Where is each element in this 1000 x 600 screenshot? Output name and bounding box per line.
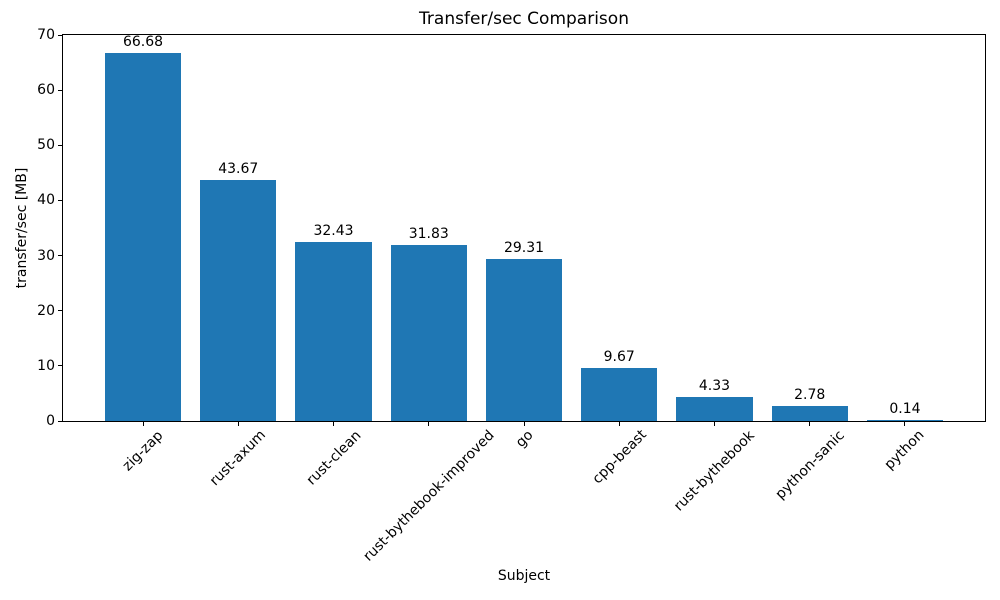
y-tick-label: 10 [37,357,55,374]
y-tick-mark [58,89,62,91]
bar [390,245,467,421]
y-tick-mark [58,310,62,312]
bar-value-label: 43.67 [218,161,259,178]
bar-value-label: 29.31 [503,240,545,257]
y-axis-label: transfer/sec [MB] [14,167,30,289]
bar-value-label: 9.67 [603,348,635,365]
y-tick-label: 70 [37,27,55,43]
bar [676,397,753,421]
y-tick-mark [58,255,62,257]
x-tick-mark [618,422,620,426]
x-tick-label: cpp-beast [589,427,650,488]
x-tick-label: python-sanic [772,427,848,503]
y-tick-mark [58,199,62,201]
bar [104,53,182,421]
x-tick-mark [333,422,334,426]
x-tick-label: rust-axum [207,427,270,490]
y-tick-label: 0 [46,413,55,429]
x-tick-mark [809,422,811,426]
bar-value-label: 32.43 [313,223,354,240]
x-tick-label: rust-clean [303,427,365,489]
bar-value-label: 4.33 [698,378,731,395]
bar-value-label: 0.14 [889,401,921,417]
bar-value-label: 2.78 [794,386,826,403]
x-tick-label: python [882,427,928,474]
chart-title: Transfer/sec Comparison [419,9,629,29]
y-tick-label: 30 [37,247,55,264]
y-tick-mark [58,420,62,422]
y-tick-mark [58,144,62,146]
y-tick-label: 20 [37,302,55,319]
y-tick-mark [58,34,62,36]
x-tick-label: go [512,427,537,451]
x-tick-mark [428,422,430,426]
x-tick-label: rust-bythebook [670,427,758,515]
bar [295,242,372,421]
bar [485,259,563,421]
y-tick-mark [58,365,62,367]
x-tick-label: zig-zap [119,427,167,474]
y-tick-label: 40 [37,192,55,209]
bar-value-label: 66.68 [122,34,164,51]
bar [581,367,658,421]
x-tick-mark [713,422,715,426]
x-tick-mark [237,422,239,426]
x-tick-label: rust-bythebook-improved [360,427,498,565]
x-tick-mark [904,422,906,426]
bar-value-label: 31.83 [408,226,449,243]
x-axis-label: Subject [497,568,551,584]
bar [866,420,944,421]
bar [771,405,848,421]
bar [200,180,277,421]
y-tick-label: 60 [37,82,55,99]
x-tick-mark [142,422,144,426]
x-tick-mark [523,422,525,426]
y-tick-label: 50 [37,137,55,154]
plot-area: 66.68 43.67 32.43 31.83 29.31 9.67 4.33 2.78 0.1… [62,34,986,422]
